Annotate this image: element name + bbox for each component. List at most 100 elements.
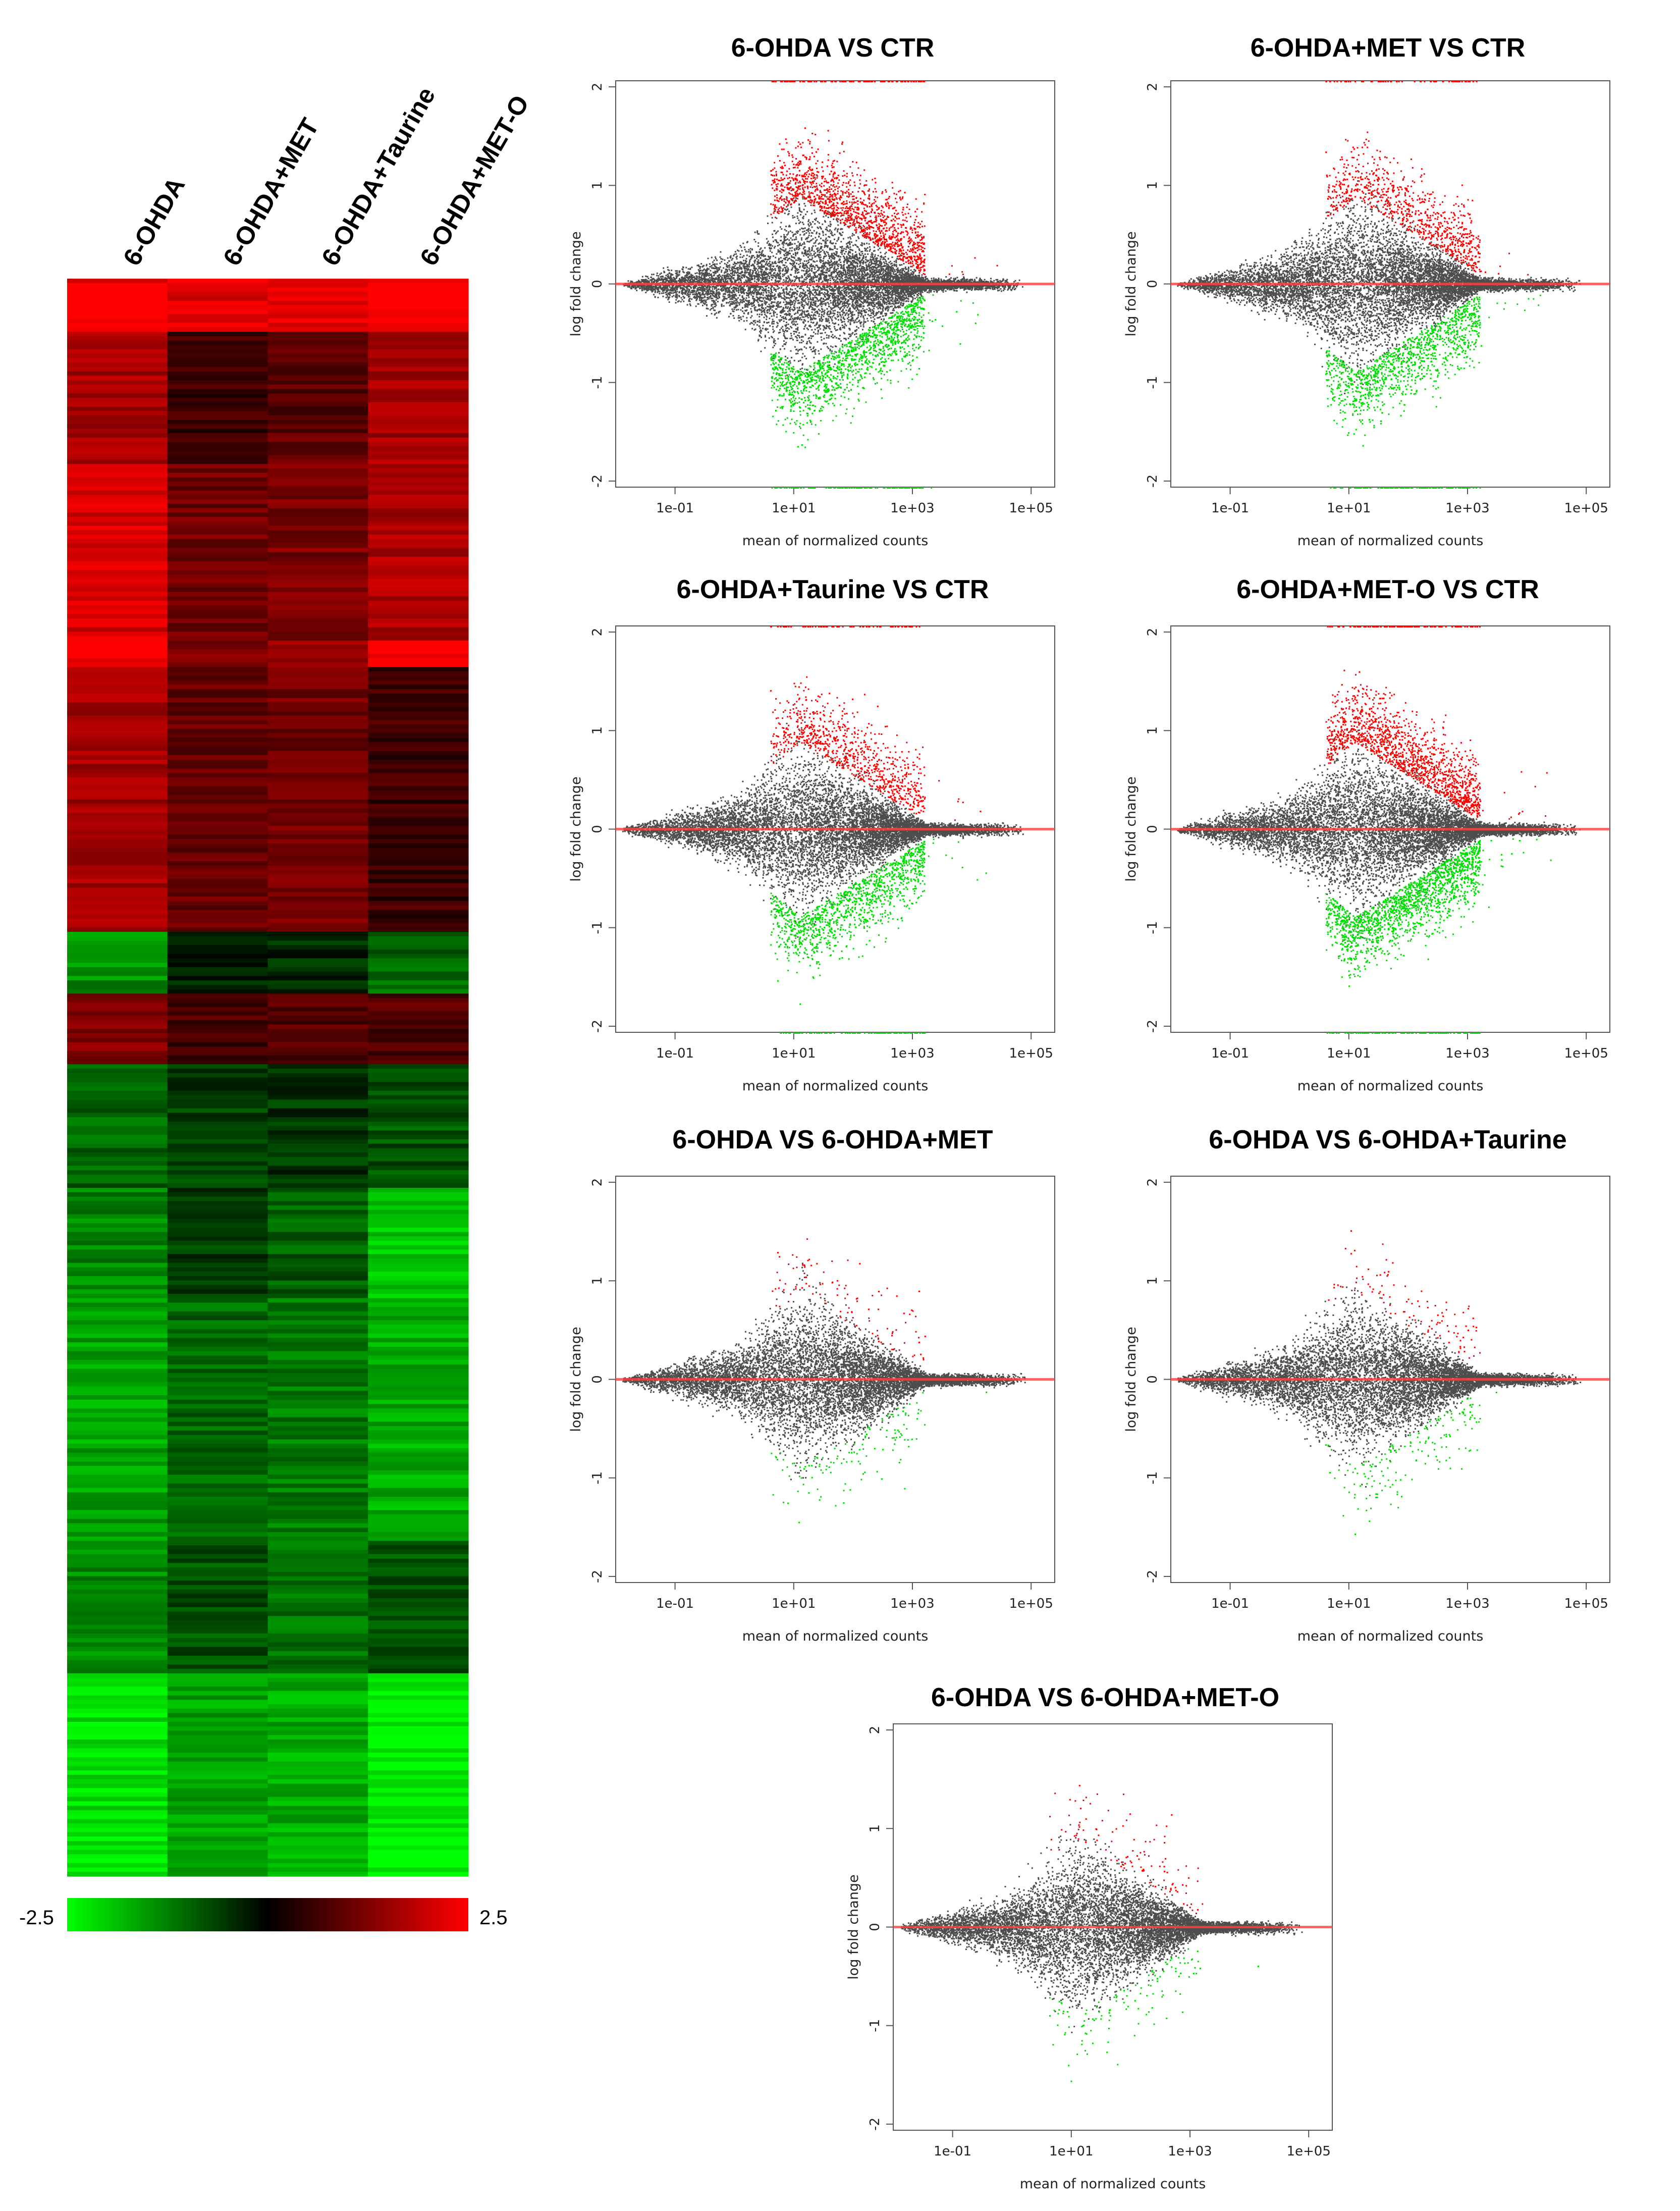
heatmap-cell bbox=[167, 411, 268, 416]
heatmap-cell bbox=[167, 1602, 268, 1608]
heatmap-cell bbox=[167, 309, 268, 314]
heatmap-cell bbox=[67, 1016, 168, 1021]
heatmap-cell bbox=[67, 1298, 168, 1303]
heatmap-cell bbox=[267, 1342, 368, 1347]
x-tick-label: 1e-01 bbox=[1211, 1596, 1249, 1611]
heatmap-cell bbox=[67, 1029, 168, 1034]
heatmap-cell bbox=[167, 1598, 268, 1603]
heatmap-cell bbox=[167, 323, 268, 328]
heatmap-cell bbox=[67, 1002, 168, 1008]
heatmap-cell bbox=[167, 1505, 268, 1510]
y-tick-label: -1 bbox=[868, 2019, 883, 2032]
heatmap-cell bbox=[368, 539, 469, 544]
heatmap-cell bbox=[67, 1042, 168, 1047]
heatmap-cell bbox=[67, 393, 168, 398]
heatmap-cell bbox=[67, 1033, 168, 1038]
heatmap-cell bbox=[368, 1046, 469, 1051]
heatmap-cell bbox=[267, 1099, 368, 1104]
heatmap-cell bbox=[167, 622, 268, 628]
heatmap-cell bbox=[267, 1333, 368, 1338]
heatmap-cell bbox=[67, 1285, 168, 1290]
heatmap-cell bbox=[67, 1435, 168, 1440]
heatmap-cell bbox=[368, 1430, 469, 1436]
heatmap-cell bbox=[267, 1037, 368, 1043]
heatmap-cell bbox=[368, 1660, 469, 1665]
heatmap-cell bbox=[67, 812, 168, 818]
heatmap-cell bbox=[167, 799, 268, 805]
x-tick-label: 1e+05 bbox=[1009, 501, 1053, 516]
heatmap-cell bbox=[67, 618, 168, 623]
heatmap-cell bbox=[67, 279, 168, 284]
heatmap-cell bbox=[267, 1620, 368, 1625]
heatmap-cell bbox=[67, 1461, 168, 1466]
heatmap-cell bbox=[167, 482, 268, 487]
heatmap-cell bbox=[167, 791, 268, 796]
x-tick-label: 1e+01 bbox=[772, 1046, 816, 1061]
heatmap-cell bbox=[267, 1069, 368, 1074]
heatmap-cell bbox=[368, 870, 469, 875]
heatmap-cell bbox=[167, 702, 268, 707]
heatmap-cell bbox=[267, 879, 368, 884]
x-tick-label: 1e+03 bbox=[1445, 1046, 1489, 1061]
heatmap-cell bbox=[368, 1788, 469, 1793]
heatmap-cell bbox=[368, 1638, 469, 1643]
heatmap-cell bbox=[368, 1581, 469, 1586]
heatmap-cell bbox=[368, 1355, 469, 1360]
heatmap-cell bbox=[67, 1368, 168, 1374]
heatmap-cell bbox=[167, 1214, 268, 1219]
heatmap-cell bbox=[167, 1850, 268, 1855]
heatmap-cell bbox=[67, 1276, 168, 1281]
heatmap-cell bbox=[267, 1152, 368, 1157]
heatmap-cell bbox=[267, 1011, 368, 1016]
heatmap-cell bbox=[167, 1020, 268, 1025]
heatmap-cell bbox=[368, 411, 469, 416]
heatmap-cell bbox=[368, 1033, 469, 1038]
heatmap-cell bbox=[267, 971, 368, 977]
heatmap-cell bbox=[267, 530, 368, 535]
heatmap-cell bbox=[368, 1302, 469, 1307]
heatmap-cell bbox=[167, 1240, 268, 1246]
heatmap-cell bbox=[267, 1465, 368, 1471]
heatmap-cell bbox=[67, 1501, 168, 1506]
heatmap-cell bbox=[267, 1086, 368, 1091]
points-not-significant bbox=[623, 177, 1023, 383]
heatmap-cell bbox=[368, 1867, 469, 1872]
heatmap-cell bbox=[67, 1055, 168, 1061]
heatmap-cell bbox=[267, 446, 368, 451]
heatmap-cell bbox=[167, 693, 268, 699]
heatmap-cell bbox=[67, 539, 168, 544]
heatmap-cell bbox=[368, 1086, 469, 1091]
heatmap-cell bbox=[368, 1677, 469, 1682]
heatmap-cell bbox=[368, 1753, 469, 1758]
heatmap-cell bbox=[67, 1726, 168, 1731]
heatmap-cell bbox=[368, 1541, 469, 1546]
heatmap-cell bbox=[368, 1766, 469, 1771]
heatmap-cell bbox=[368, 1488, 469, 1493]
heatmap-cell bbox=[67, 870, 168, 875]
heatmap-cell bbox=[167, 1620, 268, 1625]
heatmap-cell bbox=[167, 1554, 268, 1559]
heatmap-cell bbox=[67, 667, 168, 672]
heatmap-cell bbox=[67, 490, 168, 496]
heatmap-cell bbox=[267, 1135, 368, 1140]
heatmap-cell bbox=[167, 530, 268, 535]
heatmap-cell bbox=[67, 905, 168, 910]
heatmap-cell bbox=[167, 954, 268, 959]
heatmap-cell bbox=[67, 1550, 168, 1555]
heatmap-cell bbox=[167, 1360, 268, 1365]
heatmap-cell bbox=[167, 984, 268, 990]
heatmap-cell bbox=[67, 1196, 168, 1201]
heatmap-cell bbox=[67, 1426, 168, 1431]
y-tick-label: 1 bbox=[868, 1824, 883, 1833]
heatmap-cell bbox=[267, 1744, 368, 1749]
heatmap-cell bbox=[167, 685, 268, 690]
heatmap-cell bbox=[167, 490, 268, 496]
heatmap-cell bbox=[267, 508, 368, 513]
heatmap-cell bbox=[267, 1020, 368, 1025]
heatmap-cell bbox=[267, 535, 368, 540]
heatmap-cell bbox=[267, 1475, 368, 1480]
heatmap-cell bbox=[67, 1788, 168, 1793]
heatmap-cell bbox=[167, 1166, 268, 1171]
points-not-significant bbox=[1177, 1278, 1582, 1488]
y-tick-label: 2 bbox=[868, 1726, 883, 1734]
